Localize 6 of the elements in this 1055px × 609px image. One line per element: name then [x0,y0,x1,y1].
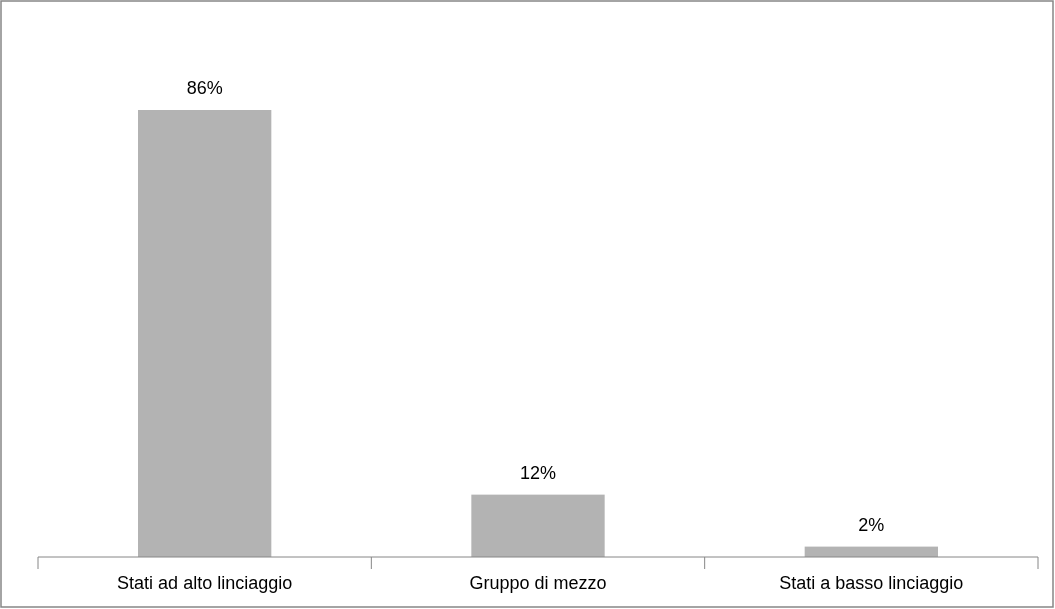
x-tick-label: Stati ad alto linciaggio [117,573,293,593]
x-tick-label: Gruppo di mezzo [469,573,607,593]
data-label: 12% [519,462,557,483]
data-label: 2% [858,514,885,535]
x-tick-label: Stati a basso linciaggio [779,573,964,593]
data-label: 86% [186,78,223,98]
